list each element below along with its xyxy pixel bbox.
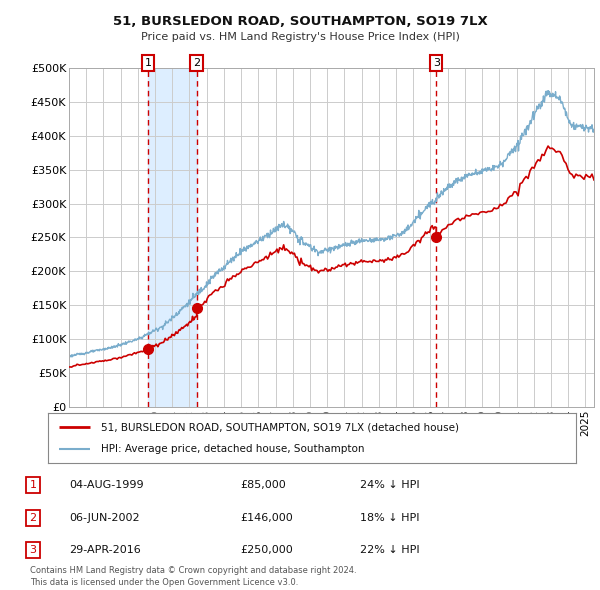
Text: 1: 1 [29,480,37,490]
Text: 51, BURSLEDON ROAD, SOUTHAMPTON, SO19 7LX: 51, BURSLEDON ROAD, SOUTHAMPTON, SO19 7L… [113,15,487,28]
Text: 3: 3 [29,545,37,555]
Text: 06-JUN-2002: 06-JUN-2002 [69,513,140,523]
Text: 24% ↓ HPI: 24% ↓ HPI [360,480,419,490]
Text: 18% ↓ HPI: 18% ↓ HPI [360,513,419,523]
Text: HPI: Average price, detached house, Southampton: HPI: Average price, detached house, Sout… [101,444,364,454]
Text: 51, BURSLEDON ROAD, SOUTHAMPTON, SO19 7LX (detached house): 51, BURSLEDON ROAD, SOUTHAMPTON, SO19 7L… [101,422,459,432]
Text: 1: 1 [145,58,151,68]
Text: 2: 2 [193,58,200,68]
Bar [148,68,197,407]
Text: 29-APR-2016: 29-APR-2016 [69,545,141,555]
Text: £146,000: £146,000 [240,513,293,523]
Text: 3: 3 [433,58,440,68]
Text: 2: 2 [29,513,37,523]
Text: Contains HM Land Registry data © Crown copyright and database right 2024.
This d: Contains HM Land Registry data © Crown c… [30,566,356,587]
Text: 22% ↓ HPI: 22% ↓ HPI [360,545,419,555]
Text: £85,000: £85,000 [240,480,286,490]
Text: 04-AUG-1999: 04-AUG-1999 [69,480,143,490]
Text: Price paid vs. HM Land Registry's House Price Index (HPI): Price paid vs. HM Land Registry's House … [140,32,460,42]
Text: £250,000: £250,000 [240,545,293,555]
